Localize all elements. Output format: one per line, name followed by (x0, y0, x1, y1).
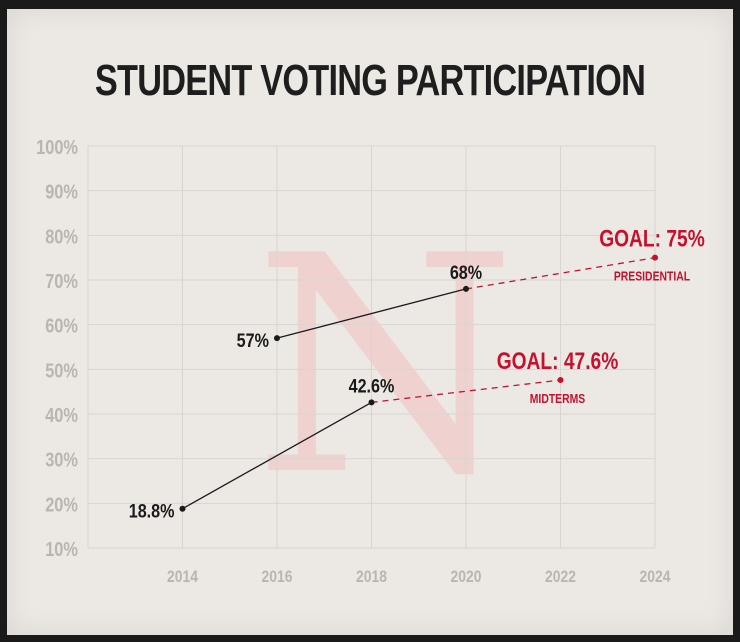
data-point (274, 335, 280, 342)
goal-point (557, 377, 564, 384)
data-point (463, 285, 469, 292)
chart-card (7, 9, 733, 635)
y-tick-label: 50% (45, 359, 78, 382)
data-label: 42.6% (349, 375, 395, 397)
y-tick-label: 10% (45, 537, 78, 560)
goal-dashed-line (465, 257, 656, 290)
watermark-letter: N (254, 192, 517, 541)
y-tick-label: 40% (45, 403, 78, 426)
y-tick-label: 20% (45, 493, 78, 516)
x-tick-label: 2022 (545, 568, 576, 587)
data-point (368, 399, 375, 406)
x-tick-label: 2016 (262, 568, 293, 587)
chart-title: STUDENT VOTING PARTICIPATION (94, 56, 646, 105)
goal-label: GOAL: 75% (599, 225, 705, 253)
data-label: 18.8% (129, 500, 175, 522)
series-line (276, 288, 467, 339)
y-tick-label: 90% (45, 180, 78, 203)
goal-label: GOAL: 47.6% (497, 347, 619, 375)
y-tick-label: 60% (45, 314, 78, 337)
goal-sublabel: PRESIDENTIAL (614, 270, 690, 284)
data-label: 57% (237, 330, 270, 352)
x-tick-label: 2014 (167, 568, 198, 587)
y-tick-label: 70% (45, 269, 78, 292)
x-tick-label: 2020 (451, 568, 482, 587)
x-tick-label: 2018 (356, 568, 387, 587)
y-tick-label: 80% (45, 225, 78, 248)
goal-dashed-line (371, 379, 561, 404)
data-label: 68% (450, 262, 483, 284)
x-tick-label: 2024 (640, 568, 671, 587)
y-tick-label: 30% (45, 448, 78, 471)
goal-point (652, 254, 658, 261)
data-point (179, 505, 186, 512)
goal-sublabel: MIDTERMS (530, 392, 586, 406)
y-tick-label: 100% (36, 135, 78, 158)
series-line (182, 401, 372, 510)
